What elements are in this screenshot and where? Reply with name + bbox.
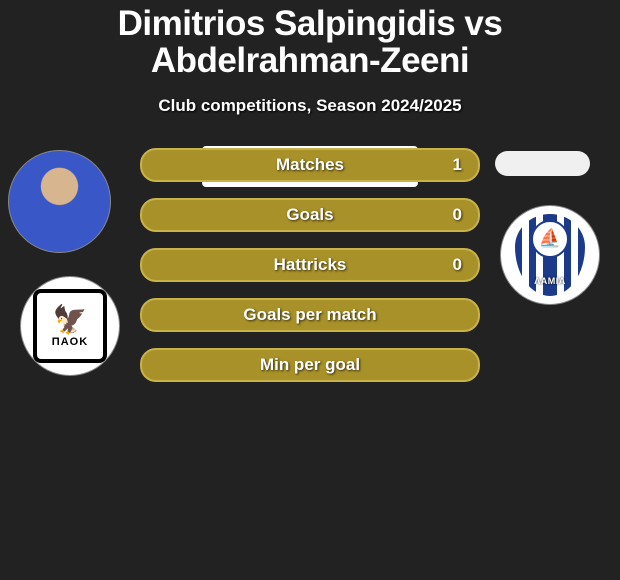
lamia-badge-icon: ⛵ ΛAMIA <box>515 214 585 296</box>
stat-bar-hattricks: Hattricks 0 <box>140 248 480 282</box>
stat-label: Min per goal <box>260 355 360 375</box>
right-player-avatar <box>495 151 590 176</box>
stat-label: Hattricks <box>274 255 347 275</box>
lamia-text: ΛAMIA <box>534 276 566 286</box>
stat-bar-goals: Goals 0 <box>140 198 480 232</box>
stat-label: Matches <box>276 155 344 175</box>
stat-value: 1 <box>453 155 462 175</box>
paok-badge-icon: 🦅 ΠAOK <box>33 289 107 363</box>
stat-label: Goals per match <box>243 305 376 325</box>
stat-value: 0 <box>453 255 462 275</box>
stat-value: 0 <box>453 205 462 225</box>
left-player-avatar <box>8 150 111 253</box>
left-club-badge: 🦅 ΠAOK <box>20 276 120 376</box>
stat-label: Goals <box>286 205 333 225</box>
ship-icon: ⛵ <box>531 220 569 258</box>
page-title: Dimitrios Salpingidis vs Abdelrahman-Zee… <box>0 6 620 80</box>
right-club-badge: ⛵ ΛAMIA <box>500 205 600 305</box>
page-subtitle: Club competitions, Season 2024/2025 <box>0 96 620 116</box>
eagle-icon: 🦅 <box>53 303 88 336</box>
stat-bars: Matches 1 Goals 0 Hattricks 0 Goals per … <box>140 148 480 398</box>
stat-bar-matches: Matches 1 <box>140 148 480 182</box>
paok-text: ΠAOK <box>52 336 88 348</box>
stat-bar-goals-per-match: Goals per match <box>140 298 480 332</box>
stat-bar-min-per-goal: Min per goal <box>140 348 480 382</box>
